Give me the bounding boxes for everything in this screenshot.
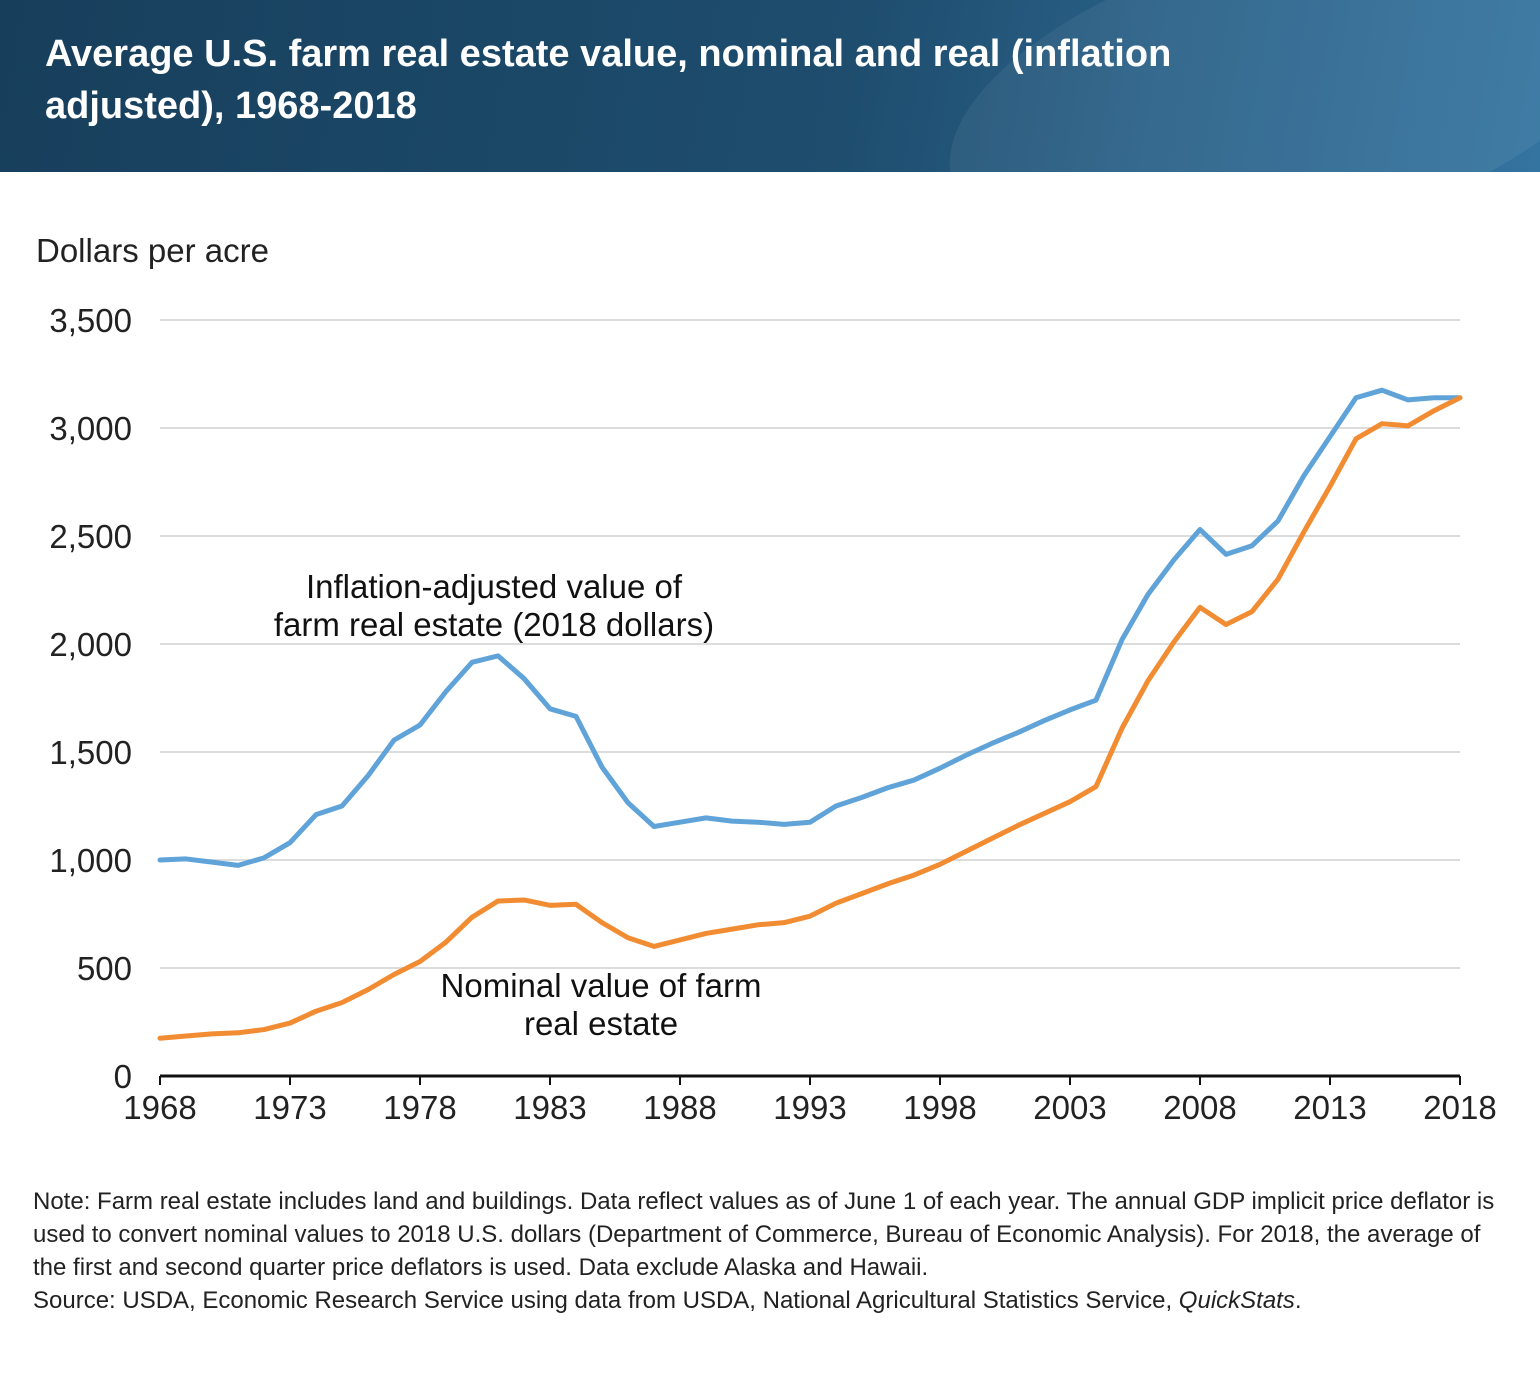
line-chart: 0 500 1,000 1,500 2,000 2,500 3,000 3,500 1968 19… (49, 302, 1496, 1126)
note-text: Note: Farm real estate includes land and… (33, 1188, 1495, 1281)
x-tick-label: 1968 (123, 1089, 196, 1126)
series-annotation-line2: farm real estate (2018 dollars) (274, 606, 714, 643)
series-annotation-line2: real estate (524, 1005, 678, 1042)
y-tick-label: 500 (77, 950, 132, 987)
chart-note: Note: Farm real estate includes land and… (33, 1185, 1513, 1317)
x-tick-label: 1993 (773, 1089, 846, 1126)
y-axis-label: Dollars per acre (36, 232, 269, 269)
y-tick-label: 0 (114, 1058, 132, 1095)
series-annotation-line1: Nominal value of farm (441, 967, 762, 1004)
y-tick-label: 3,000 (49, 410, 132, 447)
x-tick-label: 1998 (903, 1089, 976, 1126)
nominal-value-line (157, 395, 1463, 1041)
source-text: Source: USDA, Economic Research Service … (33, 1284, 1513, 1317)
real-value-line (157, 387, 1463, 868)
y-tick-label: 3,500 (49, 302, 132, 339)
x-tick-label: 1978 (383, 1089, 456, 1126)
x-tick-label: 1983 (513, 1089, 586, 1126)
source-italic: QuickStats (1178, 1287, 1295, 1314)
chart-header: Average U.S. farm real estate value, nom… (0, 0, 1540, 172)
y-tick-label: 2,000 (49, 626, 132, 663)
x-tick-label: 1973 (253, 1089, 326, 1126)
x-tick-label: 2018 (1423, 1089, 1496, 1126)
y-tick-label: 1,500 (49, 734, 132, 771)
source-prefix: Source: USDA, Economic Research Service … (33, 1287, 1179, 1314)
chart-title: Average U.S. farm real estate value, nom… (45, 33, 1172, 127)
x-tick-label: 2008 (1163, 1089, 1236, 1126)
x-tick-label: 1988 (643, 1089, 716, 1126)
x-tick-label: 2003 (1033, 1089, 1106, 1126)
source-suffix: . (1294, 1287, 1302, 1314)
series-annotation-line1: Inflation-adjusted value of (306, 568, 683, 605)
y-tick-label: 1,000 (49, 842, 132, 879)
y-tick-label: 2,500 (49, 518, 132, 555)
x-tick-label: 2013 (1293, 1089, 1366, 1126)
